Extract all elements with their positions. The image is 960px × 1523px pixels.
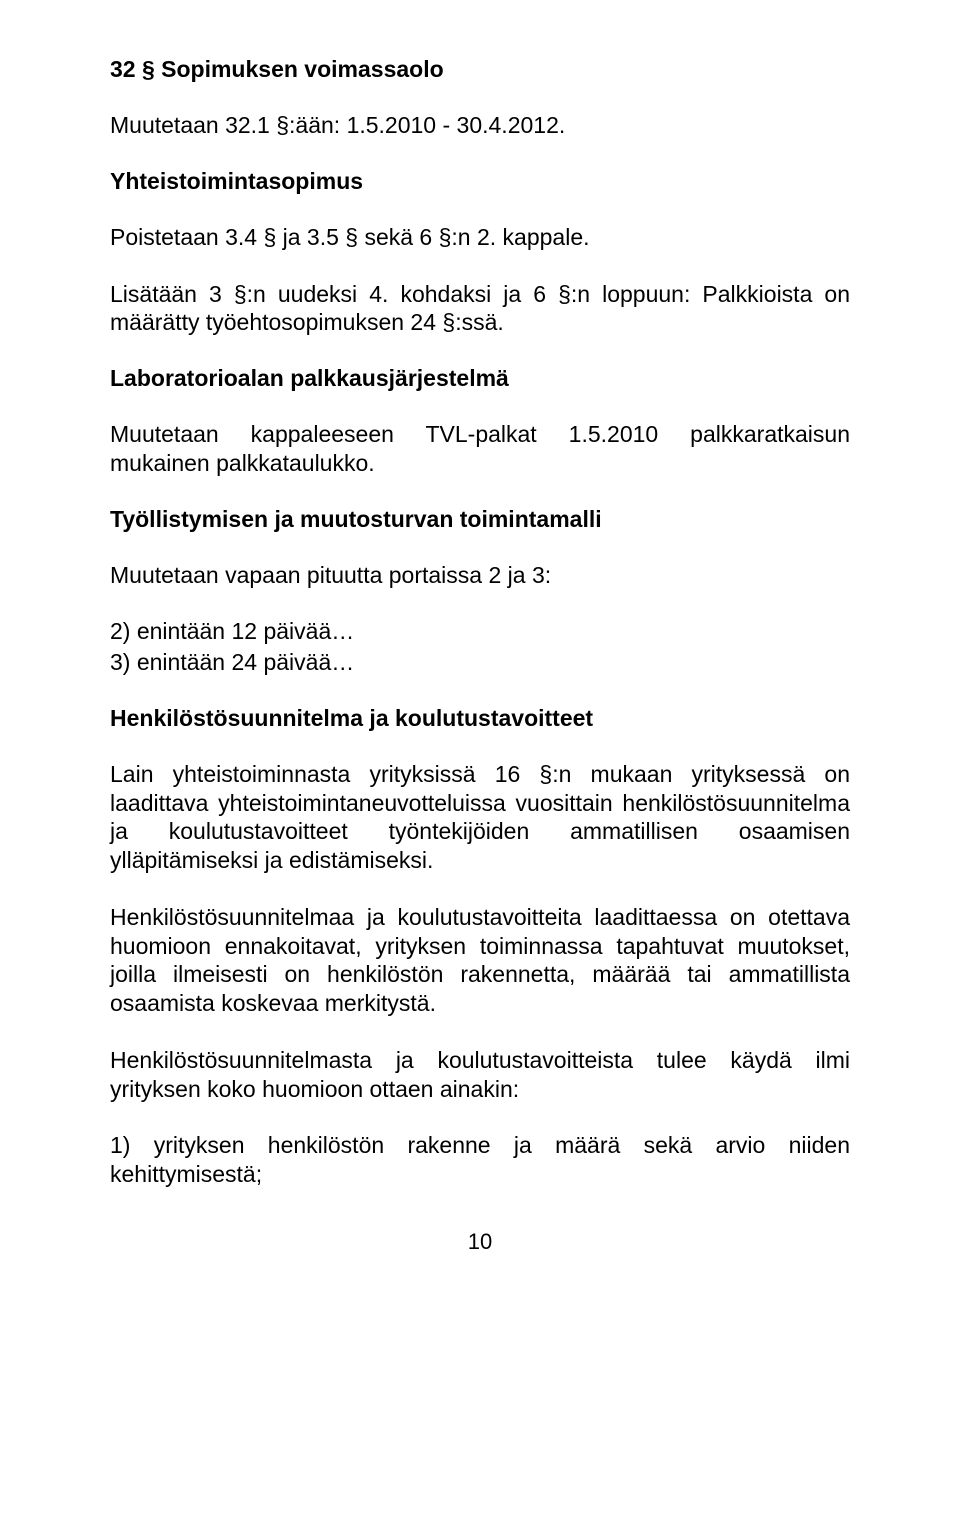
section-3-p1: Muutetaan kappaleeseen TVL-palkat 1.5.20… bbox=[110, 420, 850, 478]
section-5-p2: Henkilöstösuunnitelmaa ja koulutustavoit… bbox=[110, 903, 850, 1018]
section-2-p1: Poistetaan 3.4 § ja 3.5 § sekä 6 §:n 2. … bbox=[110, 223, 850, 252]
section-2-title: Yhteistoimintasopimus bbox=[110, 168, 850, 195]
section-5-title: Henkilöstösuunnitelma ja koulutustavoitt… bbox=[110, 705, 850, 732]
section-5-p3: Henkilöstösuunnitelmasta ja koulutustavo… bbox=[110, 1046, 850, 1104]
section-4-item1: 2) enintään 12 päivää… bbox=[110, 617, 850, 646]
section-5-p4: 1) yrityksen henkilöstön rakenne ja määr… bbox=[110, 1131, 850, 1189]
section-2-p2: Lisätään 3 §:n uudeksi 4. kohdaksi ja 6 … bbox=[110, 280, 850, 338]
section-1-p1: Muutetaan 32.1 §:ään: 1.5.2010 - 30.4.20… bbox=[110, 111, 850, 140]
section-4-list: 2) enintään 12 päivää… 3) enintään 24 pä… bbox=[110, 617, 850, 677]
section-5-p1: Lain yhteistoiminnasta yrityksissä 16 §:… bbox=[110, 760, 850, 875]
page-number: 10 bbox=[110, 1229, 850, 1255]
section-4-title: Työllistymisen ja muutosturvan toimintam… bbox=[110, 506, 850, 533]
section-4-p1: Muutetaan vapaan pituutta portaissa 2 ja… bbox=[110, 561, 850, 590]
section-3-title: Laboratorioalan palkkausjärjestelmä bbox=[110, 365, 850, 392]
section-4-item2: 3) enintään 24 päivää… bbox=[110, 648, 850, 677]
section-1-title: 32 § Sopimuksen voimassaolo bbox=[110, 56, 850, 83]
